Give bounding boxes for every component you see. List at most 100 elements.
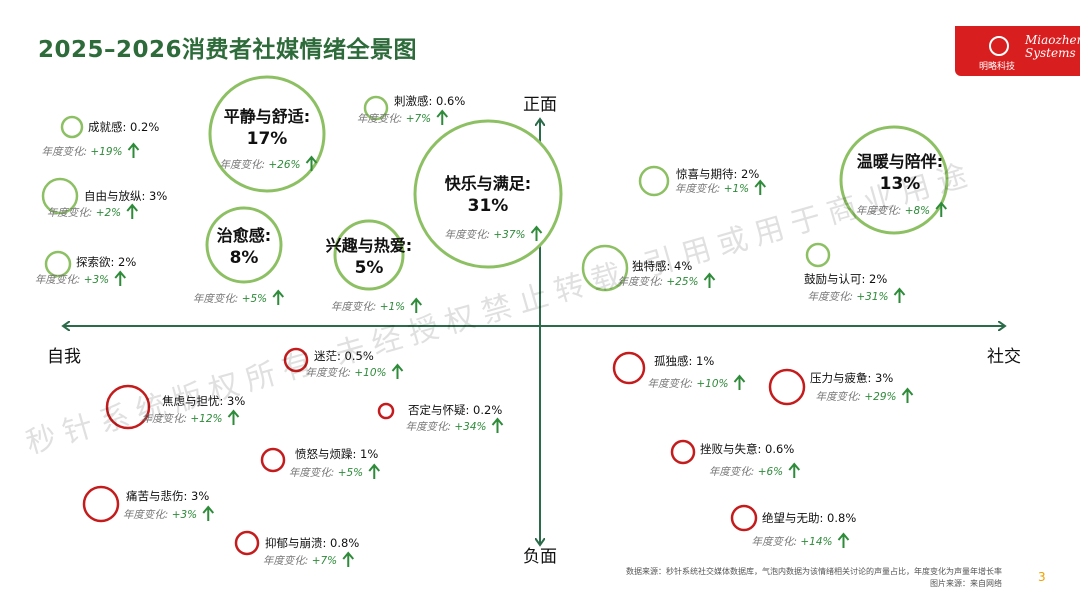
- axis-label-bottom: 负面: [523, 547, 557, 567]
- bubble-emotion-label: 成就感: 0.2%: [88, 120, 159, 134]
- bubble-share-label: 17%: [247, 129, 288, 149]
- positive-bubble-6: 兴趣与热爱: 5% 年度变化: +1%: [326, 219, 423, 313]
- bubble-change-label: 年度变化: +25%: [617, 276, 698, 288]
- up-arrow-icon: [703, 272, 716, 288]
- bubble-circle: [612, 351, 646, 385]
- bubble-change-label: 年度变化: +6%: [709, 466, 783, 478]
- bubble-circle: [208, 75, 326, 193]
- positive-bubble-0: 成就感: 0.2% 年度变化: +19%: [41, 115, 159, 158]
- negative-bubble-1: 焦虑与担忧: 3% 年度变化: +12%: [105, 384, 245, 430]
- bubble-share-label: 13%: [880, 174, 921, 194]
- negative-bubble-7: 压力与疲惫: 3% 年度变化: +29%: [768, 368, 914, 406]
- bubble-emotion-label: 温暖与陪伴:: [856, 152, 943, 171]
- bubble-emotion-label: 孤独感: 1%: [654, 354, 714, 368]
- bubble-change-label: 年度变化: +26%: [219, 159, 300, 171]
- source-note: 数据来源：秒针系统社交媒体数据库，气泡内数据为该情绪相关讨论的声量占比，年度变化…: [626, 566, 1002, 590]
- bubble-change-label: 年度变化: +5%: [289, 467, 363, 479]
- bubble-change-value: +3%: [84, 274, 109, 286]
- bubble-change-label: 年度变化: +10%: [647, 378, 728, 390]
- negative-bubble-3: 愤怒与烦躁: 1% 年度变化: +5%: [260, 447, 381, 479]
- bubble-change-label: 年度变化: +34%: [405, 421, 486, 433]
- negative-bubble-9: 绝望与无助: 0.8% 年度变化: +14%: [730, 504, 856, 548]
- bubble-circle: [730, 504, 758, 532]
- up-arrow-icon: [935, 201, 948, 217]
- bubble-emotion-label: 否定与怀疑: 0.2%: [408, 403, 502, 417]
- bubble-change-value: +3%: [172, 509, 197, 521]
- bubble-circle: [60, 115, 84, 139]
- negative-bubble-8: 挫败与失意: 0.6% 年度变化: +6%: [670, 439, 801, 478]
- bubble-share-label: 5%: [355, 258, 384, 278]
- bubble-emotion-label: 抑郁与崩溃: 0.8%: [265, 536, 359, 550]
- page-number: 3: [1038, 570, 1046, 584]
- up-arrow-icon: [410, 297, 423, 313]
- bubble-circle: [205, 206, 283, 284]
- bubble-circle: [377, 402, 395, 420]
- bubble-emotion-label: 治愈感:: [217, 226, 271, 245]
- bubble-emotion-label: 兴趣与热爱:: [326, 236, 412, 255]
- bubble-circle: [283, 347, 309, 373]
- chart-title: 2025–2026消费者社媒情绪全景图: [38, 37, 418, 63]
- up-arrow-icon: [901, 387, 914, 403]
- bubble-change-label: 年度变化: +8%: [856, 205, 930, 217]
- bubble-circle: [805, 242, 831, 268]
- bubble-emotion-label: 快乐与满足:: [445, 174, 531, 193]
- bubble-emotion-label: 刺激感: 0.6%: [394, 94, 465, 108]
- up-arrow-icon: [436, 109, 449, 125]
- bubble-emotion-label: 独特感: 4%: [632, 259, 692, 273]
- up-arrow-icon: [754, 179, 767, 195]
- bubble-circle: [581, 244, 629, 292]
- logo-mark-icon: [989, 36, 1009, 56]
- bubble-emotion-label: 愤怒与烦躁: 1%: [295, 447, 378, 461]
- bubble-change-value: +37%: [493, 229, 525, 241]
- source-line-1: 数据来源：秒针系统社交媒体数据库，气泡内数据为该情绪相关讨论的声量占比，年度变化…: [626, 567, 1002, 576]
- bubble-emotion-label: 迷茫: 0.5%: [314, 349, 374, 363]
- up-arrow-icon: [491, 417, 504, 433]
- bubble-change-label: 年度变化: +1%: [675, 183, 749, 195]
- axis-label-right: 社交: [987, 347, 1021, 367]
- bubble-circle: [234, 530, 260, 556]
- bubble-change-label: 年度变化: +2%: [47, 207, 121, 219]
- positive-bubble-8: 惊喜与期待: 2% 年度变化: +1%: [638, 165, 767, 197]
- bubble-change-value: +34%: [454, 421, 486, 433]
- negative-bubble-4: 痛苦与悲伤: 3% 年度变化: +3%: [82, 485, 215, 523]
- up-arrow-icon: [114, 270, 127, 286]
- bubble-emotion-label: 平静与舒适:: [224, 107, 310, 126]
- negative-bubble-5: 抑郁与崩溃: 0.8% 年度变化: +7%: [234, 530, 359, 567]
- positive-bubble-7: 快乐与满足: 31% 年度变化: +37%: [413, 119, 563, 269]
- bubble-change-label: 年度变化: +14%: [751, 536, 832, 548]
- up-arrow-icon: [342, 551, 355, 567]
- positive-bubble-5: 刺激感: 0.6% 年度变化: +7%: [357, 94, 465, 125]
- miaozhen-logo: 明略科技 Miaozhen Systems: [955, 26, 1080, 76]
- bubble-change-value: +5%: [338, 467, 363, 479]
- bubble-change-value: +5%: [242, 293, 267, 305]
- bubble-change-label: 年度变化: +3%: [123, 509, 197, 521]
- bubble-layer: 成就感: 0.2% 年度变化: +19% 自由与放纵: 3% 年度变化: +2% 探索欲…: [35, 75, 949, 567]
- up-arrow-icon: [368, 463, 381, 479]
- bubble-change-label: 年度变化: +29%: [815, 391, 896, 403]
- negative-bubble-6: 孤独感: 1% 年度变化: +10%: [612, 351, 746, 390]
- axis-label-left: 自我: [47, 347, 81, 367]
- up-arrow-icon: [126, 203, 139, 219]
- up-arrow-icon: [733, 374, 746, 390]
- bubble-change-label: 年度变化: +7%: [357, 113, 431, 125]
- bubble-change-label: 年度变化: +1%: [331, 301, 405, 313]
- positive-bubble-1: 自由与放纵: 3% 年度变化: +2%: [41, 177, 167, 219]
- bubble-change-value: +7%: [312, 555, 337, 567]
- bubble-emotion-label: 挫败与失意: 0.6%: [700, 442, 794, 456]
- bubble-circle: [105, 384, 151, 430]
- bubble-circle: [41, 177, 79, 215]
- bubble-emotion-label: 惊喜与期待: 2%: [676, 167, 759, 181]
- bubble-circle: [260, 447, 286, 473]
- bubble-change-value: +29%: [864, 391, 896, 403]
- bubble-circle: [839, 125, 949, 235]
- up-arrow-icon: [305, 155, 318, 171]
- bubble-change-label: 年度变化: +19%: [41, 146, 122, 158]
- up-arrow-icon: [837, 532, 850, 548]
- bubble-circle: [82, 485, 120, 523]
- bubble-circle: [333, 219, 405, 291]
- bubble-circle: [413, 119, 563, 269]
- bubble-circle: [44, 250, 72, 278]
- bubble-change-value: +1%: [380, 301, 405, 313]
- logo-en-text: Miaozhen Systems: [1025, 34, 1080, 60]
- bubble-change-value: +25%: [666, 276, 698, 288]
